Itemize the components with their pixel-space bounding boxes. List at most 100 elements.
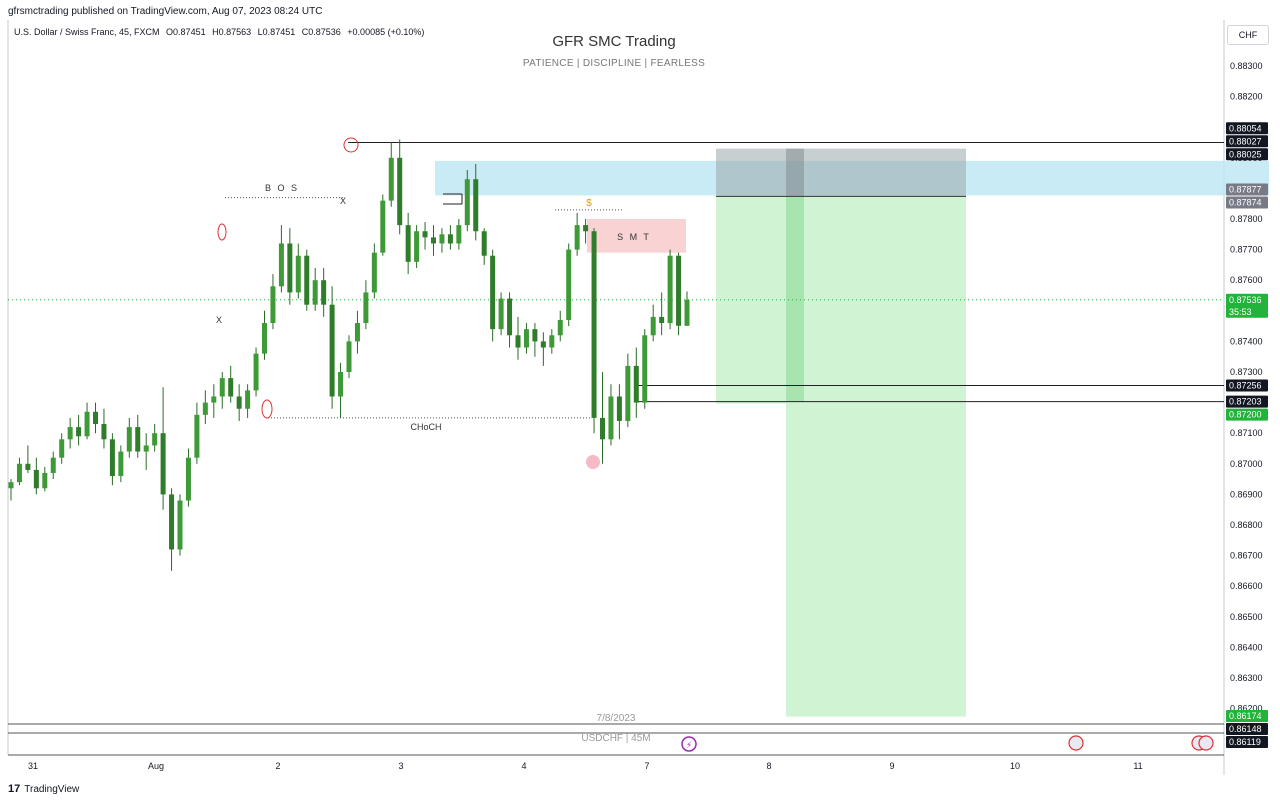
swing-high-marker — [217, 223, 227, 241]
y-tick-label: 0.88300 — [1230, 61, 1263, 71]
legend-high: H0.87563 — [212, 27, 252, 37]
dividend-event-icon — [681, 736, 697, 752]
y-tick-label: 0.86600 — [1230, 581, 1263, 591]
x-tick-label: 7 — [644, 761, 649, 771]
candle-body — [532, 329, 538, 342]
candle-body — [523, 329, 529, 348]
chart-watermark-subtitle: PATIENCE | DISCIPLINE | FEARLESS — [522, 58, 706, 69]
axis-price-label: 0.88054 — [1229, 123, 1262, 133]
candle-body — [354, 323, 360, 342]
candle-body — [262, 323, 267, 354]
y-tick-label: 0.86800 — [1230, 520, 1263, 530]
watermark-date: 7/8/2023 — [597, 713, 636, 724]
axis-price-tag — [1226, 183, 1268, 196]
candle-body — [414, 231, 420, 262]
candle-body — [287, 243, 293, 293]
candle-body — [84, 411, 90, 437]
x-tick-label: 9 — [889, 761, 894, 771]
candle-body — [169, 494, 175, 550]
candle-body — [253, 353, 259, 391]
y-tick-label: 0.87400 — [1230, 336, 1263, 346]
candle-body — [684, 299, 690, 326]
tradingview-logo-icon: 17 — [8, 783, 21, 795]
candle-body — [321, 280, 327, 305]
candle-body — [93, 411, 98, 425]
stop-zone-overlap — [786, 148, 804, 197]
candle-body — [608, 396, 614, 440]
y-tick-label: 0.88200 — [1230, 92, 1263, 102]
candle-body — [447, 234, 453, 244]
candle-body — [101, 424, 107, 440]
candle-body — [278, 243, 284, 287]
legend-symbol[interactable]: U.S. Dollar / Swiss Franc, 45, FXCM — [14, 27, 160, 37]
lightning-icon: ⚡ — [686, 741, 692, 751]
candle-body — [583, 225, 589, 232]
choch-label: CHoCH — [410, 422, 441, 432]
y-tick-label: 0.87000 — [1230, 459, 1263, 469]
currency-button[interactable]: CHF — [1227, 25, 1269, 45]
candle-body — [295, 255, 301, 293]
x-tick-label: 4 — [521, 761, 526, 771]
axis-price-tag — [1226, 736, 1268, 748]
x-mark-label: X — [340, 196, 346, 206]
legend-close: C0.87536 — [301, 27, 341, 37]
axis-price-label: 0.87536 — [1229, 295, 1262, 305]
y-tick-label: 0.86900 — [1230, 489, 1263, 499]
candle-body — [616, 396, 622, 421]
candle-body — [515, 335, 521, 348]
candle-body — [8, 482, 14, 489]
axis-price-tag — [1226, 379, 1268, 392]
axis-price-label: 0.88027 — [1229, 136, 1262, 146]
x-tick-label: 8 — [766, 761, 771, 771]
candle-body — [160, 433, 166, 495]
candle-body — [219, 378, 225, 397]
take-profit-zone — [786, 196, 966, 717]
candle-body — [59, 439, 65, 458]
candle-body — [498, 298, 504, 330]
candle-body — [312, 280, 318, 305]
axis-price-tag — [1226, 395, 1268, 408]
smt-box — [587, 219, 686, 253]
candle-body — [591, 231, 597, 418]
candle-body — [540, 341, 546, 348]
countdown-label: 35:53 — [1229, 307, 1252, 317]
candle-body — [642, 335, 648, 403]
candle-body — [25, 463, 31, 470]
axis-price-tag — [1226, 723, 1268, 735]
candle-body — [481, 231, 487, 256]
candle-body — [143, 445, 149, 452]
candle-body — [633, 365, 639, 403]
candle-body — [245, 390, 251, 409]
candle-body — [490, 255, 496, 330]
candle-body — [329, 304, 335, 397]
candle-body — [211, 396, 217, 403]
x-tick-label: 11 — [1133, 761, 1142, 771]
axis-price-tag — [1226, 135, 1268, 148]
y-tick-label: 0.86200 — [1230, 704, 1263, 714]
axis-price-label: 0.87874 — [1229, 197, 1262, 207]
symbol-legend: U.S. Dollar / Swiss Franc, 45, FXCM O0.8… — [14, 27, 428, 37]
candle-body — [152, 433, 158, 446]
axis-price-label: 0.86148 — [1229, 724, 1262, 734]
candle-body — [228, 378, 234, 397]
chart-watermark-title: GFR SMC Trading — [552, 33, 676, 50]
brand-name: TradingView — [24, 783, 80, 795]
legend-low: L0.87451 — [257, 27, 296, 37]
axis-price-label: 0.87256 — [1229, 380, 1262, 390]
candle-body — [405, 225, 411, 262]
candle-body — [574, 225, 580, 250]
candle-body — [676, 255, 682, 326]
candle-body — [42, 472, 48, 489]
profit-zone-overlap — [786, 196, 804, 402]
candle-body — [431, 237, 436, 244]
candle-body — [388, 157, 394, 201]
us-flag-event-icon — [1198, 735, 1214, 751]
smt-label: S M T — [617, 232, 651, 242]
axis-price-tag — [1226, 122, 1268, 135]
tradingview-brand[interactable]: 17 TradingView — [8, 783, 79, 795]
candle-body — [659, 316, 665, 324]
liquidity-dollar-label: $ — [586, 198, 592, 209]
candle-body — [50, 457, 56, 473]
candle-body — [236, 396, 242, 409]
